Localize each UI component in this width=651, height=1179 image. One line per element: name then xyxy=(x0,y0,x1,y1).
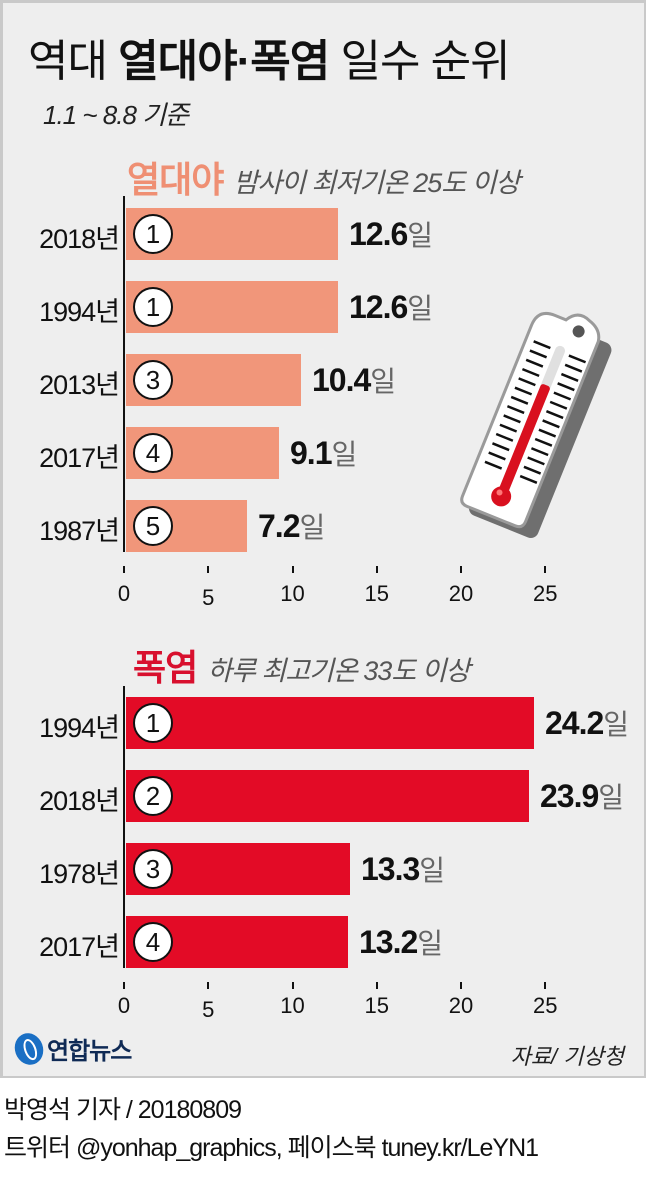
heatwave-header: 폭염 하루 최고기온 33도 이상 xyxy=(133,647,470,688)
x-axis-tick xyxy=(291,566,294,573)
bar-row: 2018년 1 12.6일 xyxy=(3,208,643,260)
year-label: 1994년 xyxy=(39,297,120,327)
year-label: 1987년 xyxy=(39,516,120,546)
data-bar xyxy=(126,697,534,749)
value-label: 7.2일 xyxy=(258,508,326,544)
x-axis-tick-label: 25 xyxy=(533,581,558,606)
data-source: 자료/ 기상청 xyxy=(510,1044,624,1069)
x-axis-tick xyxy=(207,566,210,573)
bar-row: 1994년 1 12.6일 xyxy=(3,281,643,333)
value-label: 12.6일 xyxy=(349,216,434,252)
value-label: 9.1일 xyxy=(290,435,358,471)
bar-row: 2017년 4 9.1일 xyxy=(3,427,643,479)
bar-row: 1994년 1 24.2일 xyxy=(3,697,643,749)
x-axis-tick xyxy=(123,982,125,989)
year-label: 1994년 xyxy=(39,713,120,743)
x-axis-tick-label: 5 xyxy=(202,585,215,610)
rank-badge: 4 xyxy=(133,433,173,473)
x-axis-tick xyxy=(544,566,547,573)
rank-badge: 3 xyxy=(133,849,173,889)
rank-badge: 5 xyxy=(133,506,173,546)
x-axis-tick xyxy=(544,982,547,989)
value-label: 13.2일 xyxy=(359,924,444,960)
x-axis-tick-label: 20 xyxy=(448,993,474,1018)
byline: 박영석 기자 / 20180809 xyxy=(4,1096,242,1124)
x-axis-tick-label: 15 xyxy=(364,993,389,1018)
x-axis-tick-label: 10 xyxy=(280,993,305,1018)
page-title: 역대 열대야·폭염 일수 순위 xyxy=(28,37,511,86)
year-label: 2018년 xyxy=(39,786,120,816)
value-label: 23.9일 xyxy=(540,778,625,814)
chart-panel: 역대 열대야·폭염 일수 순위 1.1 ~ 8.8 기준 열대야 밤사이 최저기온… xyxy=(0,0,646,1078)
tropical-night-header: 열대야 밤사이 최저기온 25도 이상 xyxy=(127,159,520,200)
yonhap-logo: 연합뉴스 xyxy=(10,1028,132,1069)
x-axis-tick xyxy=(123,566,125,573)
y-axis-line xyxy=(123,196,125,552)
rank-badge: 1 xyxy=(133,287,173,327)
bar-row: 2018년 2 23.9일 xyxy=(3,770,643,822)
x-axis-tick xyxy=(460,566,462,573)
rank-badge: 4 xyxy=(133,922,173,962)
year-label: 1978년 xyxy=(39,859,120,889)
x-axis-tick-label: 20 xyxy=(448,581,474,606)
year-label: 2017년 xyxy=(39,932,120,962)
bar-row: 1978년 3 13.3일 xyxy=(3,843,643,895)
rank-badge: 1 xyxy=(133,214,173,254)
thermometer-icon xyxy=(460,311,612,538)
x-axis-tick-label: 0 xyxy=(117,581,131,606)
year-label: 2018년 xyxy=(39,224,120,254)
social-links: 트위터 @yonhap_graphics, 페이스북 tuney.kr/LeYN… xyxy=(4,1134,539,1162)
year-label: 2017년 xyxy=(39,443,120,473)
x-axis-tick xyxy=(460,982,462,989)
x-axis-tick xyxy=(207,982,210,989)
rank-badge: 2 xyxy=(133,776,173,816)
date-range-subtitle: 1.1 ~ 8.8 기준 xyxy=(43,100,189,130)
value-label: 24.2일 xyxy=(545,705,630,741)
y-axis-line xyxy=(123,686,125,968)
x-axis-tick-label: 10 xyxy=(280,581,305,606)
x-axis-tick xyxy=(291,982,294,989)
bar-row: 1987년 5 7.2일 xyxy=(3,500,643,552)
value-label: 10.4일 xyxy=(312,362,397,398)
x-axis-tick-label: 5 xyxy=(202,997,215,1022)
year-label: 2013년 xyxy=(39,370,120,400)
value-label: 12.6일 xyxy=(349,289,434,325)
bar-row: 2013년 3 10.4일 xyxy=(3,354,643,406)
x-axis-tick xyxy=(375,566,378,573)
bar-row: 2017년 4 13.2일 xyxy=(3,916,643,968)
x-axis-tick-label: 15 xyxy=(364,581,389,606)
yonhap-logo-icon xyxy=(10,1028,48,1069)
x-axis-tick-label: 0 xyxy=(117,993,131,1018)
data-bar xyxy=(126,770,529,822)
rank-badge: 1 xyxy=(133,703,173,743)
x-axis-tick xyxy=(375,982,378,989)
value-label: 13.3일 xyxy=(361,851,446,887)
rank-badge: 3 xyxy=(133,360,173,400)
x-axis-tick-label: 25 xyxy=(533,993,558,1018)
